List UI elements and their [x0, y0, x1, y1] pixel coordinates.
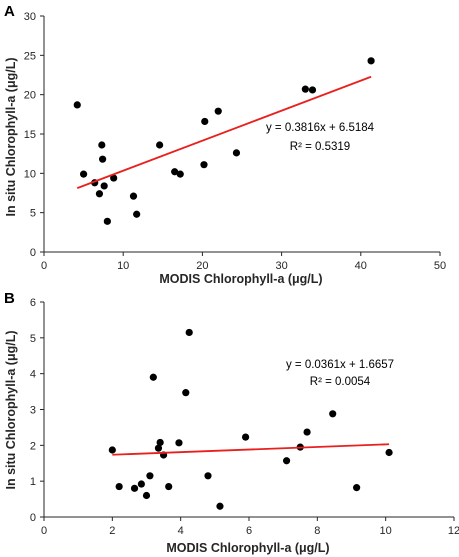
data-point — [95, 190, 104, 198]
panel-b-y-ticks: 0 1 2 3 4 5 6 — [30, 297, 44, 524]
data-point — [137, 480, 145, 488]
x-tick-label: 6 — [246, 525, 252, 537]
y-tick-label: 2 — [30, 440, 36, 452]
panel-a-x-axis-title: MODIS Chlorophyll-a (μg/L) — [159, 272, 322, 286]
panel-a-points — [73, 57, 375, 225]
data-point — [80, 170, 88, 178]
data-point — [204, 472, 212, 480]
data-point — [165, 482, 173, 491]
y-tick-label: 5 — [30, 333, 36, 345]
x-tick-label: 0 — [41, 260, 47, 272]
x-tick-label: 0 — [41, 525, 47, 537]
panel-b-label: B — [4, 290, 15, 307]
panel-b-y-axis-title: In situ Chlorophyll-a (μg/L) — [4, 330, 18, 489]
data-point — [216, 502, 224, 510]
panel-a-x-ticks: 0 10 20 30 40 50 — [41, 252, 446, 272]
data-point — [110, 174, 118, 182]
x-tick-label: 10 — [380, 525, 392, 537]
x-tick-label: 30 — [275, 260, 287, 272]
data-point — [146, 472, 154, 480]
data-point — [329, 410, 337, 418]
data-point — [130, 484, 139, 492]
y-tick-label: 4 — [30, 369, 36, 381]
panel-b-x-ticks: 0 2 4 6 8 10 12 — [41, 517, 459, 537]
panel-b-equation: y = 0.0361x + 1.6657 — [286, 359, 394, 371]
y-tick-label: 3 — [30, 405, 36, 417]
data-point — [353, 484, 361, 492]
panel-a-y-axis-title: In situ Chlorophyll-a (μg/L) — [4, 57, 18, 216]
panel-b-r2: R² = 0.0054 — [310, 376, 371, 388]
data-point — [241, 433, 250, 441]
data-point — [301, 85, 309, 93]
x-tick-label: 10 — [117, 260, 129, 272]
panel-a-equation: y = 0.3816x + 6.5184 — [266, 122, 375, 134]
x-tick-label: 4 — [178, 525, 184, 537]
data-point — [308, 86, 317, 94]
data-point — [73, 101, 81, 109]
data-point — [133, 210, 141, 218]
panel-a-label: A — [4, 3, 15, 20]
data-point — [129, 192, 138, 200]
panel-b-x-axis-title: MODIS Chlorophyll-a (μg/L) — [166, 541, 329, 555]
data-point — [99, 155, 107, 163]
y-tick-label: 0 — [30, 512, 36, 524]
panel-b-points — [108, 328, 393, 510]
data-point — [214, 107, 222, 115]
data-point — [232, 149, 241, 157]
y-tick-label: 30 — [24, 11, 36, 23]
x-tick-label: 50 — [434, 260, 446, 272]
data-point — [115, 482, 123, 491]
y-tick-label: 5 — [30, 208, 36, 220]
data-point — [303, 428, 311, 436]
data-point — [156, 141, 164, 149]
x-tick-label: 12 — [448, 525, 459, 537]
data-point — [182, 389, 190, 397]
data-point — [171, 168, 179, 176]
panel-b-trendline — [112, 443, 390, 456]
data-point — [103, 217, 111, 225]
y-tick-label: 25 — [24, 50, 36, 62]
data-point — [154, 444, 163, 452]
data-point — [100, 182, 108, 190]
y-tick-label: 15 — [24, 129, 36, 141]
data-point — [282, 457, 291, 465]
y-tick-label: 10 — [24, 168, 36, 180]
data-point — [385, 448, 393, 457]
panel-a-trendline — [76, 75, 372, 189]
data-point — [98, 141, 106, 149]
data-point — [176, 170, 184, 178]
data-point — [201, 117, 209, 126]
data-point — [185, 328, 193, 337]
panel-a-r2: R² = 0.5319 — [290, 141, 350, 153]
x-tick-label: 40 — [355, 260, 367, 272]
data-point — [200, 161, 208, 169]
x-tick-label: 8 — [314, 525, 320, 537]
x-tick-label: 2 — [109, 525, 115, 537]
data-point — [156, 438, 164, 447]
data-point — [149, 373, 157, 381]
y-tick-label: 1 — [30, 476, 36, 488]
panel-a-y-ticks: 0 5 10 15 20 25 30 — [24, 11, 44, 259]
data-point — [367, 57, 375, 65]
y-tick-label: 20 — [24, 90, 36, 102]
data-point — [175, 439, 183, 447]
x-tick-label: 20 — [196, 260, 208, 272]
y-tick-label: 0 — [30, 247, 36, 259]
data-point — [142, 491, 151, 500]
y-tick-label: 6 — [30, 297, 36, 309]
data-point — [108, 446, 116, 454]
panel-a: A 0 5 10 15 20 25 30 0 10 20 30 40 50 y = 0.3816x +… — [4, 3, 446, 286]
